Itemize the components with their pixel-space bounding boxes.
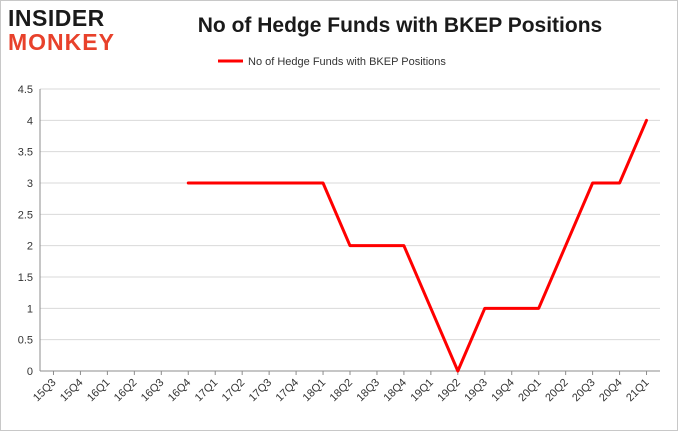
x-tick-label: 16Q4 [166, 377, 194, 405]
x-tick-label: 19Q3 [462, 377, 490, 405]
x-tick-label: 21Q1 [624, 377, 652, 405]
x-tick-label: 20Q3 [570, 377, 598, 405]
x-tick-label: 18Q1 [301, 377, 329, 405]
x-tick-label: 18Q2 [328, 377, 356, 405]
y-tick-label: 1.5 [18, 272, 33, 284]
y-tick-label: 1 [27, 303, 33, 315]
y-tick-label: 0.5 [18, 335, 33, 347]
x-tick-label: 17Q1 [193, 377, 221, 405]
x-tick-label: 16Q1 [85, 377, 113, 405]
x-tick-label: 20Q1 [516, 377, 544, 405]
series-line [186, 118, 649, 373]
x-tick-label: 20Q2 [543, 377, 571, 405]
insider-monkey-logo: INSIDER MONKEY [8, 6, 126, 54]
x-tick-label: 17Q3 [247, 377, 275, 405]
y-tick-label: 2 [27, 241, 33, 253]
x-tick-label: 19Q2 [435, 377, 463, 405]
y-tick-label: 3 [27, 178, 33, 190]
y-tick-label: 4 [27, 115, 33, 127]
x-tick-label: 19Q1 [408, 377, 436, 405]
chart-title: No of Hedge Funds with BKEP Positions [197, 14, 603, 37]
y-tick-label: 4.5 [18, 84, 33, 96]
x-tick-label: 15Q4 [58, 377, 86, 405]
y-tick-label: 3.5 [18, 147, 33, 159]
x-tick-label: 17Q2 [220, 377, 248, 405]
logo-line-1: INSIDER [8, 5, 105, 31]
x-tick-label: 15Q3 [31, 377, 59, 405]
x-tick-label: 18Q4 [382, 377, 410, 405]
x-tick-label: 16Q2 [112, 377, 140, 405]
y-tick-label: 2.5 [18, 209, 33, 221]
logo-line-2: MONKEY [8, 29, 115, 55]
legend-entry: No of Hedge Funds with BKEP Positions [248, 56, 446, 68]
x-tick-label: 17Q4 [274, 377, 302, 405]
x-tick-label: 19Q4 [489, 377, 517, 405]
x-tick-label: 16Q3 [139, 377, 167, 405]
x-tick-label: 18Q3 [355, 377, 383, 405]
y-tick-label: 0 [27, 366, 33, 378]
x-tick-label: 20Q4 [597, 377, 625, 405]
